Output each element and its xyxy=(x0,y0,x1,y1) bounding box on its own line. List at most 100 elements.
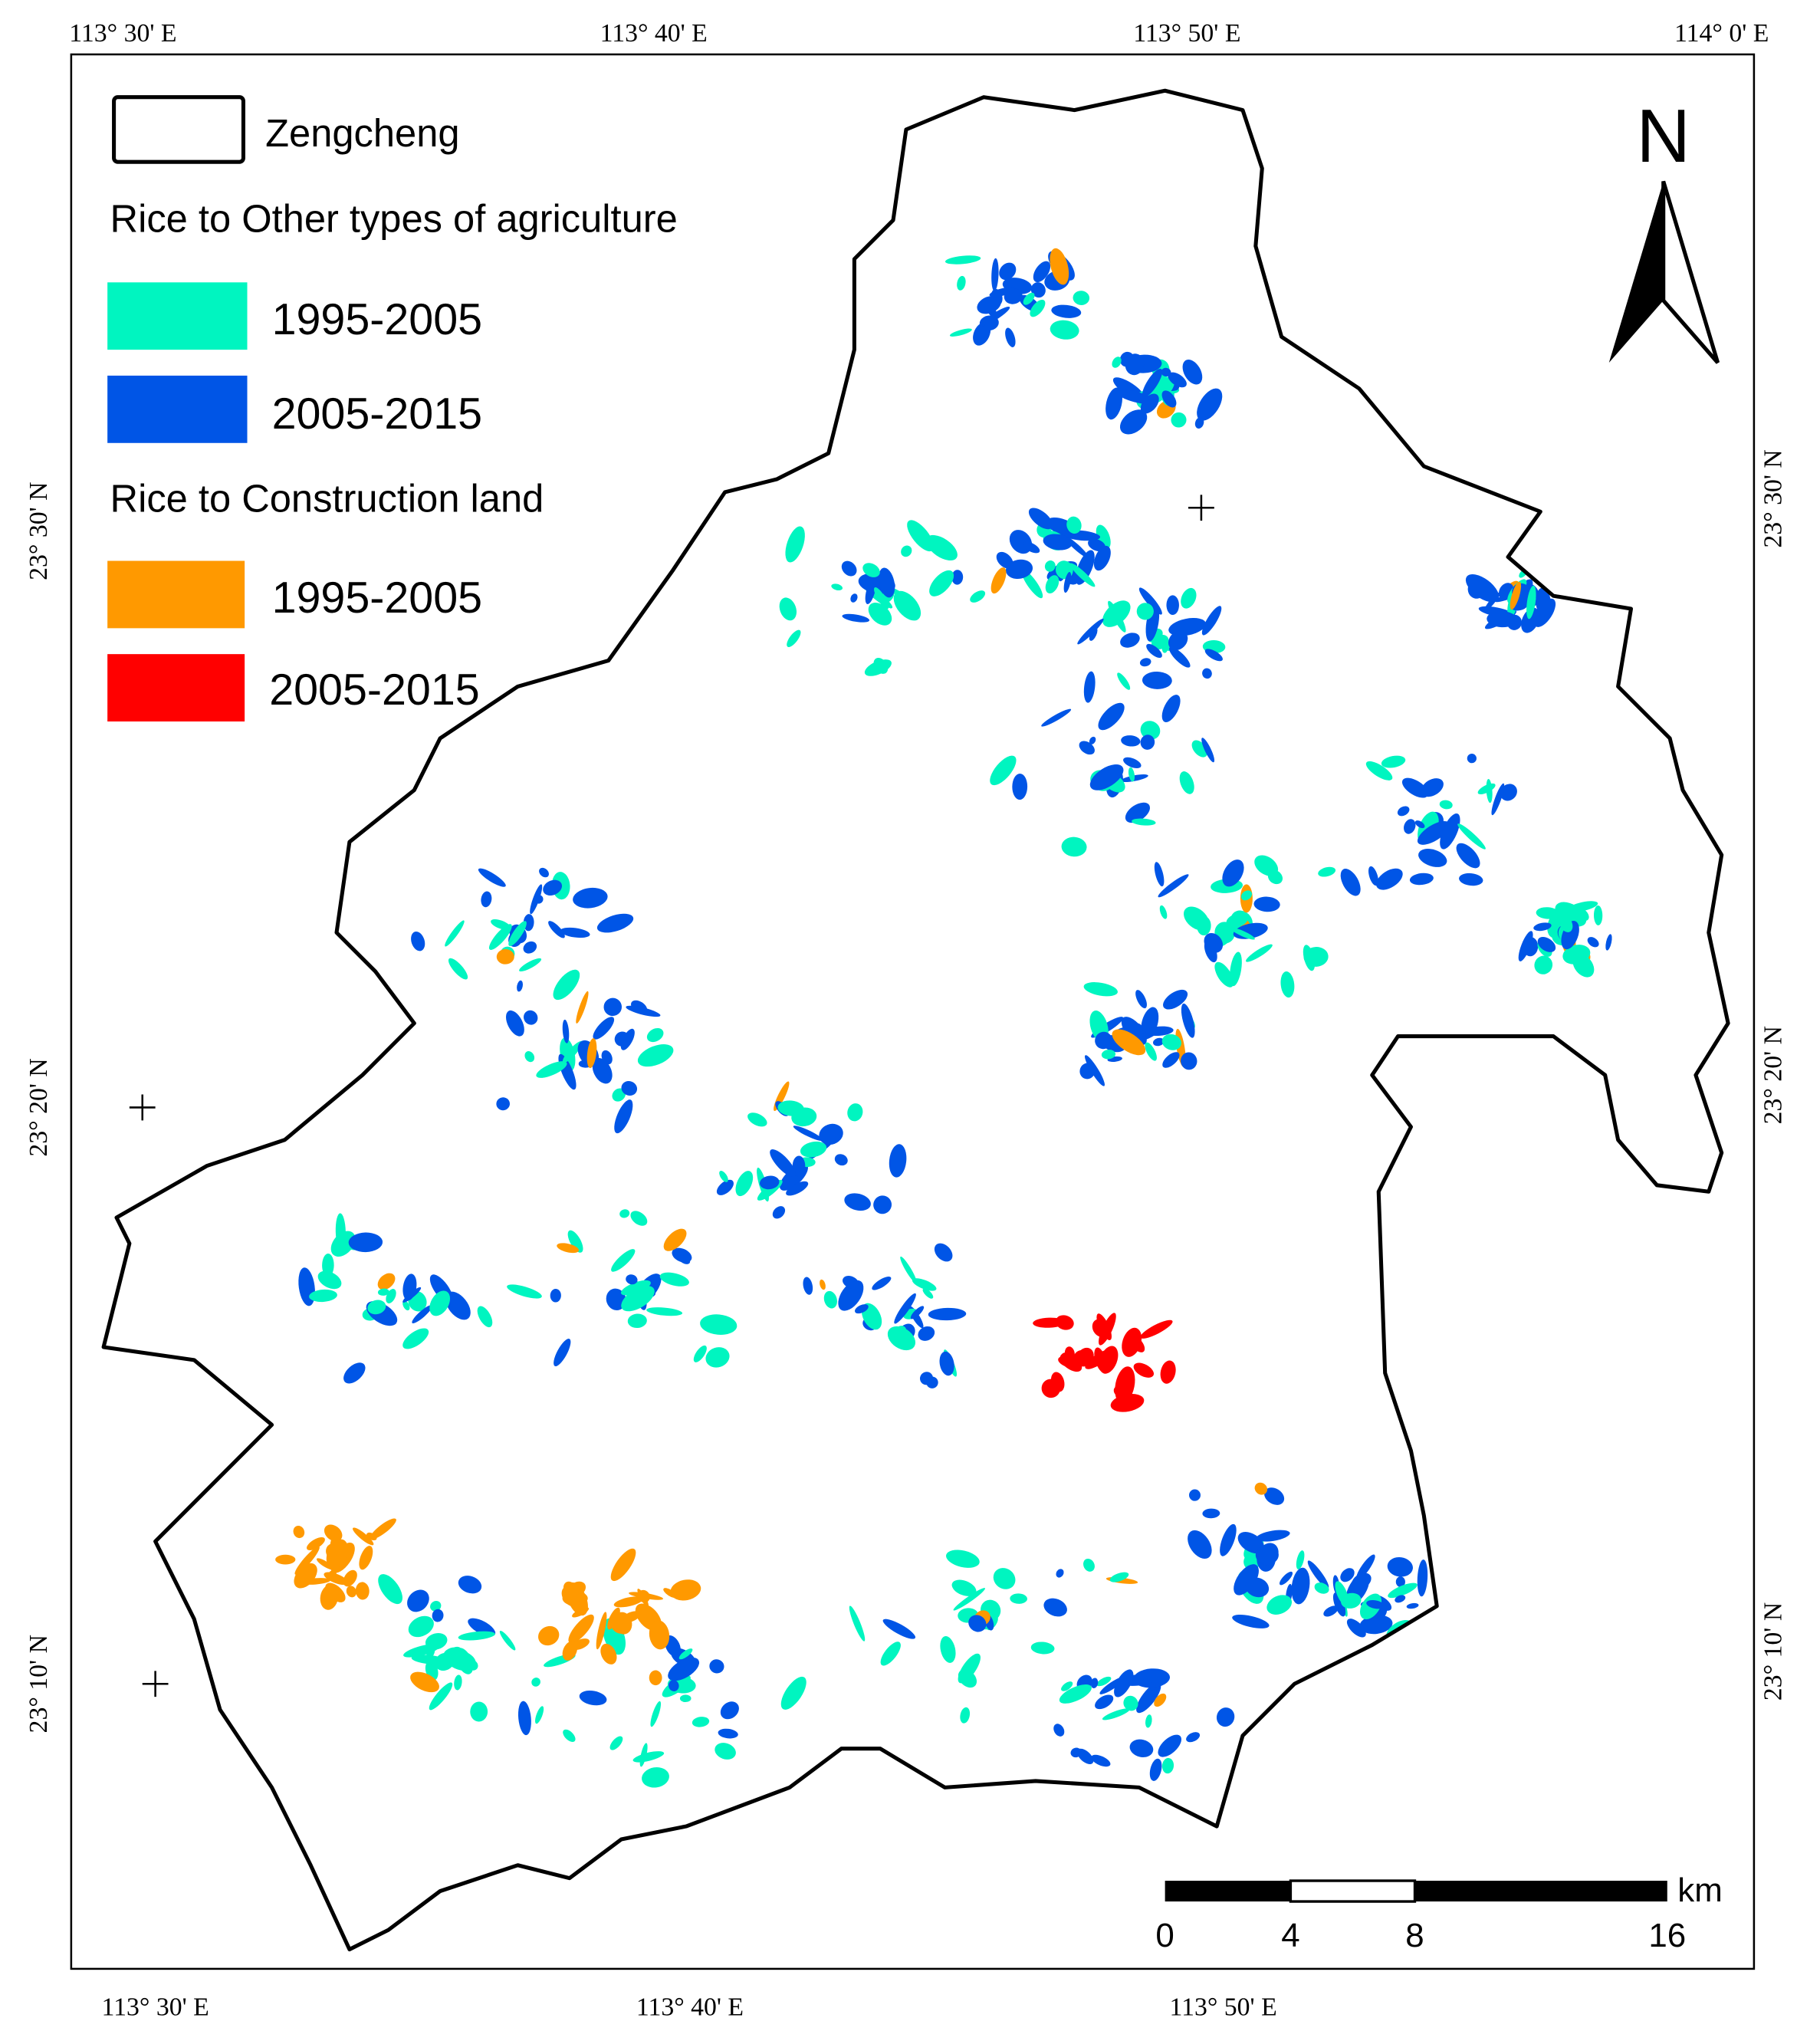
change-patch xyxy=(1089,736,1096,744)
change-patch xyxy=(1055,1315,1074,1330)
change-patch xyxy=(1381,755,1406,768)
change-patch xyxy=(1162,1052,1180,1068)
change-patch xyxy=(1005,559,1033,580)
change-patch xyxy=(929,570,954,596)
change-patch xyxy=(1159,905,1168,919)
coord-label: 113° 30' E xyxy=(102,1993,209,2022)
change-patch xyxy=(1534,955,1553,974)
change-patch xyxy=(1123,757,1142,768)
change-patch xyxy=(1465,574,1500,603)
change-patch xyxy=(325,1582,346,1602)
change-patch xyxy=(831,583,843,591)
change-patch xyxy=(980,306,1010,327)
change-patch xyxy=(838,1280,864,1311)
change-patch xyxy=(1605,934,1612,951)
change-patch xyxy=(912,1278,937,1291)
change-patch xyxy=(1076,1748,1094,1764)
scale-label: 0 xyxy=(1155,1917,1174,1954)
change-patch xyxy=(507,1284,542,1299)
change-patch xyxy=(353,1527,374,1546)
change-patch xyxy=(735,1171,754,1197)
change-patch xyxy=(934,1243,953,1262)
change-patch xyxy=(458,1631,495,1641)
change-patch xyxy=(1414,820,1425,829)
change-patch xyxy=(650,1701,662,1727)
scale-unit: km xyxy=(1677,1872,1723,1909)
change-patch xyxy=(620,1028,635,1050)
change-patch xyxy=(1314,1582,1329,1594)
change-patch xyxy=(894,1293,916,1324)
change-patch xyxy=(1129,1739,1154,1757)
change-patch xyxy=(1112,1029,1146,1056)
change-patch xyxy=(1023,292,1035,305)
change-patch xyxy=(1058,1356,1083,1369)
change-patch xyxy=(1136,603,1154,620)
change-patch xyxy=(1120,633,1140,648)
change-patch xyxy=(1202,668,1212,679)
coord-label: 113° 50' E xyxy=(1133,19,1240,48)
change-patch xyxy=(1214,961,1234,988)
legend-swatch xyxy=(107,282,248,350)
change-patch xyxy=(445,1291,471,1320)
change-patch xyxy=(1139,658,1151,667)
change-patch xyxy=(1142,368,1163,398)
change-patch xyxy=(1152,1037,1165,1047)
change-patch xyxy=(579,1691,607,1706)
change-patch xyxy=(470,1701,488,1722)
change-patch xyxy=(1332,1592,1346,1617)
change-patch xyxy=(1059,1684,1092,1704)
change-patch xyxy=(1161,695,1181,722)
change-patch xyxy=(1409,873,1434,886)
change-patch xyxy=(630,1211,648,1226)
change-patch xyxy=(1010,1593,1027,1604)
change-patch xyxy=(928,1307,967,1321)
change-patch xyxy=(477,1306,493,1328)
change-patch xyxy=(1201,738,1215,763)
change-patch xyxy=(993,1568,1016,1589)
change-patch xyxy=(874,587,889,610)
change-patch xyxy=(523,914,534,932)
change-patch xyxy=(901,545,912,557)
change-patch xyxy=(1536,907,1559,919)
change-patch xyxy=(1140,721,1161,740)
change-patch xyxy=(637,1589,649,1607)
change-patch xyxy=(626,1005,661,1017)
change-patch xyxy=(1117,672,1131,690)
change-patch xyxy=(1146,643,1162,659)
change-patch xyxy=(429,1682,453,1711)
change-patch xyxy=(1169,646,1191,668)
change-patch xyxy=(306,1537,325,1550)
change-patch xyxy=(715,1743,736,1760)
change-patch xyxy=(1258,1543,1279,1566)
coord-label: 114° 0' E xyxy=(1674,19,1769,48)
change-patch xyxy=(1307,1560,1329,1589)
change-patch xyxy=(990,567,1007,594)
change-patch xyxy=(786,1181,809,1196)
change-patch xyxy=(646,1027,664,1043)
change-patch xyxy=(1030,1642,1055,1655)
change-patch xyxy=(1387,1557,1413,1577)
change-patch xyxy=(777,1100,804,1116)
change-patch xyxy=(445,920,465,947)
change-patch xyxy=(772,1206,786,1219)
change-patch xyxy=(573,887,608,909)
change-patch xyxy=(919,1372,934,1385)
change-patch xyxy=(1222,859,1244,887)
change-patch xyxy=(1090,1678,1099,1688)
change-patch xyxy=(455,1648,474,1674)
north-label: N xyxy=(1636,94,1690,178)
change-patch xyxy=(326,1539,348,1569)
change-patch xyxy=(1245,1577,1270,1598)
change-patch xyxy=(1204,932,1224,953)
change-patch xyxy=(844,1193,871,1211)
change-patch xyxy=(670,1579,701,1601)
change-patch xyxy=(1128,767,1135,782)
change-patch xyxy=(1088,538,1106,552)
change-patch xyxy=(1136,1682,1161,1714)
change-patch xyxy=(834,1154,848,1166)
coord-label: 23° 10' N xyxy=(25,1635,53,1733)
scale-segment xyxy=(1289,1879,1417,1903)
change-patch xyxy=(1171,412,1187,428)
change-patch xyxy=(747,1112,767,1127)
change-patch xyxy=(560,927,590,938)
